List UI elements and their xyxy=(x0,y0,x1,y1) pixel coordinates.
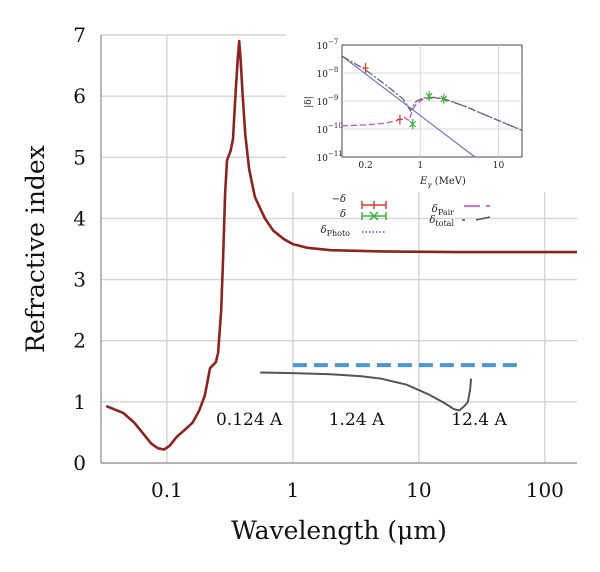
inset-x-tick-label: 1 xyxy=(417,161,423,171)
main-x-tick-label: 1 xyxy=(286,478,299,502)
main-annotations: 0.124 A 1.24 A 12.4 A xyxy=(216,410,507,430)
legend-item-pair: δPair xyxy=(432,204,490,217)
inset-series-line-pair xyxy=(341,97,523,131)
main-y-tick-label: 2 xyxy=(73,329,86,353)
inset-y-tick-label: 10 xyxy=(317,42,329,52)
main-y-tick-label: 5 xyxy=(73,145,86,169)
legend-item-photo: δPhoto xyxy=(321,225,386,238)
main-y-tick-label: 3 xyxy=(73,268,86,292)
inset-y-tick-exponent: −8 xyxy=(328,66,338,74)
inset-y-tick-label: 10 xyxy=(317,98,329,108)
legend-swatch-neg-delta xyxy=(361,201,387,209)
main-annotation-label-1-24-a: 1.24 A xyxy=(329,410,385,430)
inset-x-tick-label: 0.2 xyxy=(358,161,372,171)
inset-marker-delta-0 xyxy=(409,119,417,130)
inset-x-tick-label: 10 xyxy=(493,161,505,171)
inset-marker-delta-1 xyxy=(425,91,433,102)
legend-label-total-sub: total xyxy=(435,219,454,228)
legend-item-neg-delta: −δ xyxy=(332,194,387,209)
legend-label-photo: δPhoto xyxy=(321,225,351,238)
main-x-tick-label: 0.1 xyxy=(151,478,183,502)
inset-marker-neg_delta-1 xyxy=(396,114,403,125)
legend-swatch-total xyxy=(462,216,491,221)
inset-x-axis-label: Eγ (MeV) xyxy=(419,176,466,189)
inset-y-tick-exponent: −10 xyxy=(328,122,343,130)
inset-x-axis-label-main: E xyxy=(419,176,428,187)
main-x-tick-label: 100 xyxy=(526,478,564,502)
legend-label-photo-sub: Photo xyxy=(327,229,351,238)
legend-item-delta: δ xyxy=(340,209,387,221)
legend-swatch-delta-x2 xyxy=(369,211,379,221)
legend-item-total: δtotal xyxy=(429,215,491,228)
inset-y-tick-label: 10 xyxy=(317,154,329,164)
inset-series-line-total xyxy=(341,55,523,131)
legend-swatch-delta xyxy=(361,211,387,221)
main-annotation-label-12-4-a: 12.4 A xyxy=(451,410,507,430)
main-y-tick-label: 0 xyxy=(73,451,86,475)
inset-marker-x xyxy=(425,92,433,100)
main-y-tick-label: 1 xyxy=(73,390,86,414)
main-ticks: 0.1 1 10 100 0 1 2 3 4 5 6 7 xyxy=(73,23,564,502)
legend-label-total-main: δ xyxy=(429,215,435,226)
main-y-tick-label: 4 xyxy=(73,206,86,230)
main-lines xyxy=(105,39,577,451)
legend-label-total: δtotal xyxy=(429,215,454,228)
inset-lines xyxy=(341,55,523,158)
inset-y-axis-label: |δ| xyxy=(304,96,314,107)
inset-y-tick-label: 10 xyxy=(317,126,329,136)
inset-markers xyxy=(362,63,448,130)
legend-label-pair: δPair xyxy=(432,204,454,217)
legend-label-delta: δ xyxy=(340,209,346,220)
main-x-tick-label: 10 xyxy=(406,478,431,502)
inset-y-tick-exponent: −7 xyxy=(328,38,338,46)
legend-label-pair-sub: Pair xyxy=(438,208,454,217)
inset-x-axis-label-sub: γ xyxy=(427,181,432,189)
inset-marker-delta-2 xyxy=(440,93,448,104)
main-y-tick-label: 6 xyxy=(73,84,86,108)
legend-label-photo-main: δ xyxy=(321,225,327,236)
inset-y-tick-exponent: −9 xyxy=(328,94,338,102)
main-annotation-label-0-124-a: 0.124 A xyxy=(216,410,283,430)
inset-legend: −δ δ δPhoto xyxy=(321,194,491,238)
inset-marker-x xyxy=(409,120,417,128)
main-y-axis-label: Refractive index xyxy=(21,145,50,353)
legend-label-neg-delta: −δ xyxy=(332,194,346,205)
inset-marker-neg_delta-0 xyxy=(362,63,369,74)
legend-label-pair-main: δ xyxy=(432,204,438,215)
inset-marker-x xyxy=(440,95,448,103)
legend-swatch-total-dash xyxy=(475,216,491,221)
inset-y-tick-exponent: −11 xyxy=(328,150,343,158)
inset-x-axis-label-unit: (MeV) xyxy=(432,176,466,187)
main-gray-curve xyxy=(260,371,473,412)
main-y-tick-label: 7 xyxy=(73,23,86,47)
main-series-line-0 xyxy=(105,39,577,451)
inset-y-tick-label: 10 xyxy=(317,70,329,80)
main-x-axis-label: Wavelength (μm) xyxy=(231,516,447,545)
